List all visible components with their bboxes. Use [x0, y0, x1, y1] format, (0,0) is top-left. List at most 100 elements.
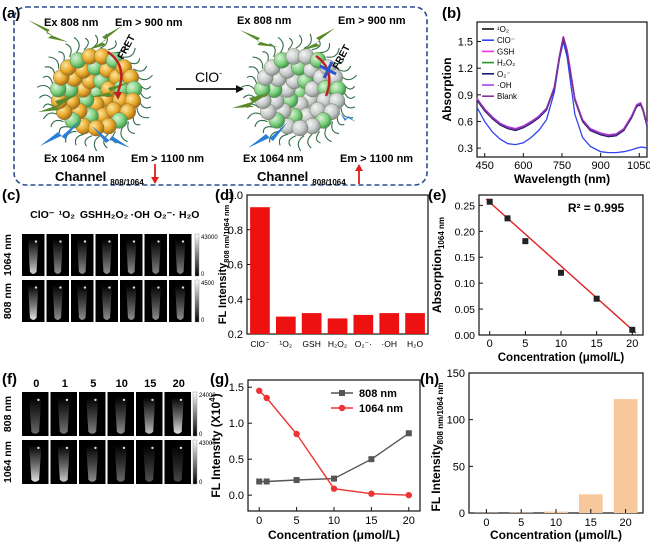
column-label: 10	[116, 378, 128, 390]
ligand-chain	[42, 75, 54, 85]
tube-marker	[94, 446, 97, 450]
tube-signal	[57, 397, 70, 434]
ligand-chain	[340, 107, 354, 119]
fret-arrow-left-icon	[114, 92, 122, 100]
ex-808-right: Ex 808 nm	[237, 15, 292, 27]
green-beam-icon	[28, 20, 68, 42]
scale-max-label: 4500	[201, 281, 215, 287]
chart-e-frame	[478, 194, 644, 336]
tube-signal	[28, 285, 39, 320]
tube-signal	[86, 397, 99, 434]
tube-signal	[126, 239, 137, 274]
ligand-chain	[315, 131, 321, 144]
y-tick-label: 0.05	[455, 304, 476, 316]
ligand-chain	[295, 34, 303, 49]
column-label: H₂O	[179, 209, 199, 221]
y-axis-label: Absorption	[440, 58, 454, 122]
channel-left: Channel 808/1064	[55, 169, 144, 187]
tube-marker	[59, 240, 62, 243]
legend-entry: O₂⁻	[497, 70, 511, 79]
y-tick-label: 1.5	[458, 37, 473, 49]
ligand-chain	[262, 126, 274, 134]
tube-marker	[37, 398, 40, 402]
data-point	[263, 478, 270, 485]
green-beam-icon	[240, 30, 278, 47]
data-point	[405, 430, 412, 437]
chart-d-frame	[246, 194, 429, 335]
bar	[353, 314, 374, 334]
panel-c-images: (c) ClO⁻ ¹O₂ GSH H₂O₂ ·OH O₂⁻· H₂O 1064 nm 808 n…	[2, 187, 218, 324]
tube-signal	[86, 445, 99, 482]
nanoparticle-right	[240, 33, 357, 152]
row-label: 808 nm	[2, 283, 14, 319]
y-tick-label: 0.6	[228, 260, 243, 272]
ligand-chain	[136, 107, 150, 119]
tube-signal	[175, 239, 186, 274]
y-tick-label: 0.8	[228, 225, 243, 237]
intensity-scale-bar	[194, 233, 200, 277]
x-tick-label: 15	[585, 517, 597, 529]
data-point	[593, 295, 600, 302]
tube-marker	[151, 446, 154, 450]
ex-1064-left: Ex 1064 nm	[44, 153, 105, 165]
tube-marker	[34, 286, 38, 289]
ligand-chain	[36, 84, 53, 93]
tube-signal	[126, 285, 137, 320]
x-axis-label: Concentration (μmol/L)	[268, 528, 400, 542]
tube-marker	[59, 286, 62, 289]
tube-marker	[94, 398, 97, 402]
x-tick-label: 20	[626, 338, 638, 350]
scale-min-label: 0	[199, 432, 203, 438]
x-tick-label: 5	[294, 515, 300, 527]
panel-e-letter: (e)	[428, 187, 446, 204]
data-point	[368, 490, 375, 497]
data-point	[331, 475, 337, 482]
tube-signal	[171, 445, 184, 482]
bar	[405, 313, 425, 334]
reaction-arrow-label: ClO-	[195, 68, 222, 85]
y-tick-label: 0.00	[455, 330, 476, 342]
x-tick-label: 10	[328, 515, 340, 527]
x-tick-label: 10	[550, 517, 562, 529]
y-tick-label: 150	[447, 368, 465, 380]
x-tick-label: ClO⁻	[250, 339, 270, 349]
scale-max-label: 43000	[199, 441, 216, 447]
ligand-chain	[65, 43, 72, 58]
ligand-chain	[122, 47, 136, 58]
em-1100-left: Em > 1100 nm	[131, 153, 204, 165]
tube-marker	[179, 446, 183, 450]
series-line	[476, 36, 648, 137]
down-arrow-icon	[151, 177, 159, 184]
tube-marker	[108, 286, 111, 289]
tube-signal	[28, 239, 39, 274]
nanoparticle-bead	[291, 119, 309, 137]
tube-marker	[157, 240, 160, 243]
ex-808-left: Ex 808 nm	[44, 17, 99, 29]
y-axis-label: FL Intensity808 nm/1064 nm	[429, 383, 445, 512]
tube-signal	[29, 445, 42, 482]
x-tick-label: H₂O	[407, 339, 423, 349]
tube-marker	[108, 240, 111, 243]
x-tick-label: 600	[514, 160, 532, 172]
ligand-chain	[337, 65, 352, 72]
x-tick-label: 0	[483, 517, 489, 529]
y-tick-label: 0.6	[458, 116, 473, 128]
r-squared-annotation: R² = 0.995	[568, 201, 625, 215]
tube-marker	[122, 446, 126, 450]
ligand-chain	[248, 66, 260, 77]
scale-max-label: 24000	[199, 393, 216, 399]
ligand-chain	[340, 74, 357, 81]
tube-signal	[52, 239, 63, 274]
data-point	[293, 477, 300, 484]
x-tick-label: 5	[522, 338, 528, 350]
legend-entry: ¹O₂	[497, 25, 509, 34]
ligand-chain	[297, 135, 305, 152]
data-point	[330, 485, 338, 492]
bar	[276, 316, 296, 334]
tube-signal	[101, 239, 112, 274]
tube-signal	[29, 397, 42, 434]
data-point	[405, 491, 412, 499]
tube-marker	[181, 286, 185, 289]
data-point	[486, 198, 493, 205]
